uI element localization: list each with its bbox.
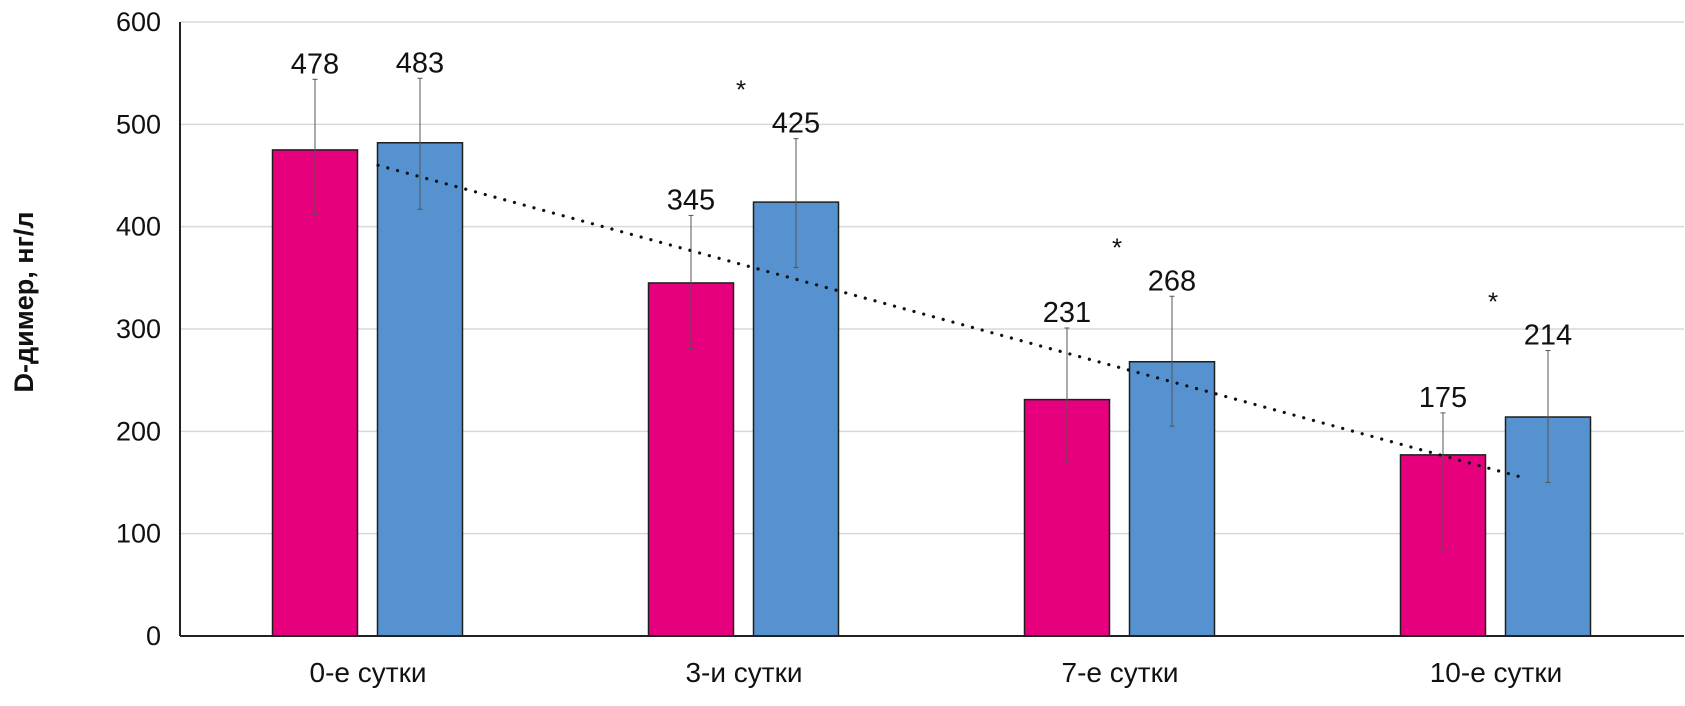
trend-line bbox=[376, 163, 1528, 481]
y-tick-label: 0 bbox=[146, 621, 161, 651]
y-tick-label: 100 bbox=[116, 519, 161, 549]
y-tick-label: 600 bbox=[116, 7, 161, 37]
y-axis-title: D-димер, нг/л bbox=[9, 212, 39, 393]
significance-mark: * bbox=[1112, 232, 1122, 262]
data-label: 345 bbox=[667, 184, 715, 216]
bar bbox=[376, 142, 464, 637]
data-label: 175 bbox=[1419, 382, 1467, 414]
y-tick-label: 500 bbox=[116, 109, 161, 139]
data-label: 425 bbox=[772, 108, 820, 140]
data-label: 478 bbox=[291, 48, 339, 80]
bar bbox=[752, 201, 840, 637]
data-label: 483 bbox=[396, 47, 444, 79]
y-tick-label: 300 bbox=[116, 314, 161, 344]
y-tick-label: 200 bbox=[116, 416, 161, 446]
label-layer: 478 483 345 425 * 231 268 * 175 214 * bbox=[291, 47, 1572, 414]
significance-mark: * bbox=[1488, 286, 1498, 316]
x-tick-label: 7-е сутки bbox=[1062, 657, 1179, 688]
data-label: 268 bbox=[1148, 265, 1196, 297]
x-tick-label: 10-е сутки bbox=[1430, 657, 1563, 688]
x-tick-label: 3-и сутки bbox=[685, 657, 802, 688]
y-tick-label: 400 bbox=[116, 212, 161, 242]
data-label: 214 bbox=[1524, 319, 1572, 351]
trend-layer bbox=[376, 163, 1528, 481]
x-tick-label: 0-е сутки bbox=[310, 657, 427, 688]
axis-layer: D-димер, нг/л 0 100 200 300 400 500 600 0-е сут… bbox=[9, 7, 1684, 688]
bar-layer bbox=[271, 77, 1592, 637]
significance-mark: * bbox=[736, 75, 746, 105]
bar bbox=[271, 149, 359, 637]
data-label: 231 bbox=[1043, 297, 1091, 329]
